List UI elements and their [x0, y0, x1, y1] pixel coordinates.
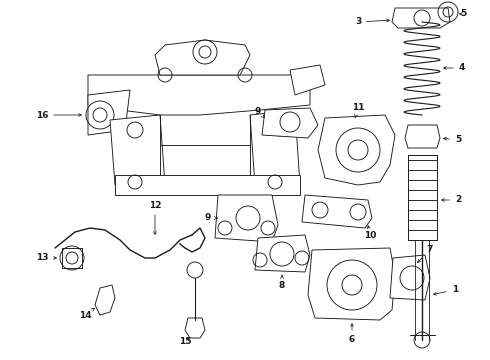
Polygon shape	[215, 195, 278, 242]
Polygon shape	[155, 40, 250, 75]
Text: 16: 16	[36, 111, 81, 120]
Text: 4: 4	[443, 63, 465, 72]
Text: 6: 6	[349, 324, 355, 345]
Text: 3: 3	[355, 18, 390, 27]
Polygon shape	[250, 110, 300, 185]
Polygon shape	[255, 235, 310, 272]
Text: 12: 12	[149, 201, 161, 234]
Text: 7: 7	[417, 246, 433, 262]
Polygon shape	[88, 75, 310, 115]
Polygon shape	[290, 65, 325, 95]
Polygon shape	[302, 195, 372, 228]
Text: 13: 13	[36, 253, 56, 262]
Text: 5: 5	[460, 9, 466, 18]
Polygon shape	[318, 115, 395, 185]
Polygon shape	[390, 255, 430, 300]
Polygon shape	[405, 125, 440, 148]
Polygon shape	[392, 8, 450, 28]
Polygon shape	[115, 175, 300, 195]
Polygon shape	[95, 285, 115, 315]
Text: 8: 8	[279, 275, 285, 289]
Text: 5: 5	[443, 135, 461, 144]
Polygon shape	[262, 108, 318, 138]
Text: 11: 11	[352, 104, 364, 118]
Text: 15: 15	[179, 338, 191, 346]
Text: 9: 9	[205, 213, 217, 222]
Polygon shape	[185, 318, 205, 338]
Text: 10: 10	[364, 226, 376, 239]
Text: 1: 1	[434, 285, 458, 295]
Text: 14: 14	[79, 309, 95, 320]
Polygon shape	[110, 115, 165, 185]
Polygon shape	[308, 248, 395, 320]
Polygon shape	[88, 90, 130, 135]
Text: 2: 2	[441, 195, 461, 204]
Text: 9: 9	[255, 108, 265, 117]
